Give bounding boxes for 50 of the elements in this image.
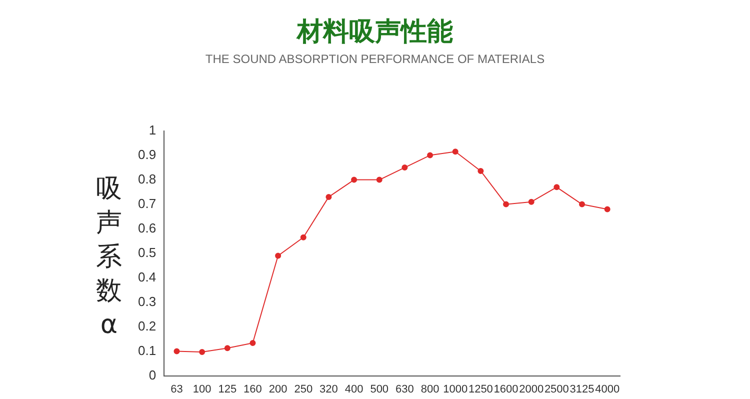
x-tick-label: 630	[396, 383, 414, 396]
x-tick-label: 63	[170, 383, 183, 396]
x-tick-label: 160	[244, 383, 262, 396]
point	[579, 201, 586, 208]
y-tick-label: 0.8	[138, 171, 156, 186]
y-tick-label: 0.5	[138, 244, 156, 260]
point	[554, 184, 560, 190]
point	[402, 164, 408, 171]
y-tick-label: 0.2	[138, 318, 156, 334]
y-tick-label: 0.9	[138, 146, 156, 162]
point	[224, 345, 230, 352]
x-tick-label: 4000	[595, 383, 620, 396]
x-tick-label: 250	[294, 383, 313, 396]
point	[326, 194, 332, 200]
point	[427, 152, 434, 158]
point	[199, 349, 206, 356]
chart-subtitle: THE SOUND ABSORPTION PERFORMANCE OF MATERIALS	[204, 52, 546, 66]
x-tick-label: 2000	[519, 383, 544, 396]
y-tick-label: 0	[148, 367, 156, 382]
x-tick-label: 125	[218, 383, 237, 396]
y-axis-title: 吸声系数α	[95, 173, 123, 342]
point	[250, 340, 256, 346]
point	[351, 176, 358, 183]
x-tick-label: 200	[268, 383, 288, 396]
y-tick-label: 0.4	[138, 269, 156, 284]
point	[478, 168, 484, 174]
point	[300, 234, 306, 240]
x-tick-label: 2500	[544, 383, 569, 396]
y-tick-label: 0.1	[138, 342, 156, 358]
point	[604, 206, 610, 212]
point	[174, 348, 180, 354]
x-tick-label: 1600	[494, 383, 518, 396]
y-tick-label: 0.3	[138, 294, 156, 309]
point	[503, 201, 510, 208]
x-tick-label: 800	[420, 383, 440, 396]
x-tick-label: 500	[370, 383, 389, 396]
x-tick-label: 100	[192, 383, 212, 396]
point	[376, 176, 382, 183]
y-tick-label: 0.6	[138, 220, 156, 236]
point	[452, 148, 458, 155]
x-tick-label: 400	[344, 383, 364, 396]
y-tick-label: 1	[148, 122, 156, 138]
x-tick-label: 3125	[570, 383, 594, 396]
point	[275, 252, 282, 259]
x-tick-label: 1000	[443, 383, 468, 396]
x-tick-label: 320	[320, 383, 338, 396]
x-tick-label: 1250	[468, 383, 493, 396]
chart-title: 材料吸声性能	[295, 16, 454, 49]
y-tick-label: 0.7	[138, 196, 156, 211]
point	[528, 198, 534, 205]
